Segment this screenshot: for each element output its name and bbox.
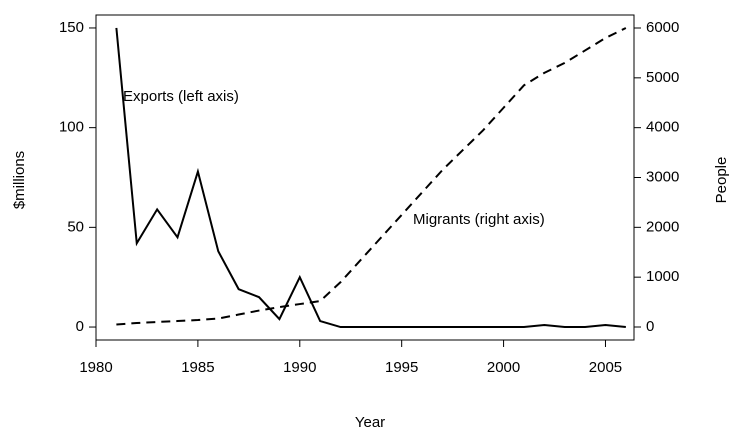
x-tick-label: 1985 [181,359,214,376]
x-tick-label: 2000 [487,359,520,376]
x-tick-label: 1990 [283,359,316,376]
y2-tick-label: 4000 [646,119,679,136]
x-tick-label: 1995 [385,359,418,376]
y2-axis-label: People [713,157,730,204]
y2-tick-label: 6000 [646,19,679,36]
plot-frame [95,14,635,341]
y2-tick-label: 3000 [646,168,679,185]
x-tick-label: 1980 [79,359,112,376]
annotation: Migrants (right axis) [413,211,545,228]
x-axis-label: Year [355,414,385,431]
y2-tick-label: 2000 [646,218,679,235]
series-line [116,27,627,326]
y-tick-label: 50 [67,218,84,235]
y-tick-label: 150 [59,19,84,36]
x-tick-label: 2005 [589,359,622,376]
y2-tick-label: 1000 [646,268,679,285]
y-tick-label: 100 [59,119,84,136]
annotation: Exports (left axis) [123,88,239,105]
y2-tick-label: 0 [646,318,654,335]
y-tick-label: 0 [76,318,84,335]
series-line [115,27,626,329]
y2-tick-label: 5000 [646,69,679,86]
y-axis-label: $millions [11,151,28,209]
